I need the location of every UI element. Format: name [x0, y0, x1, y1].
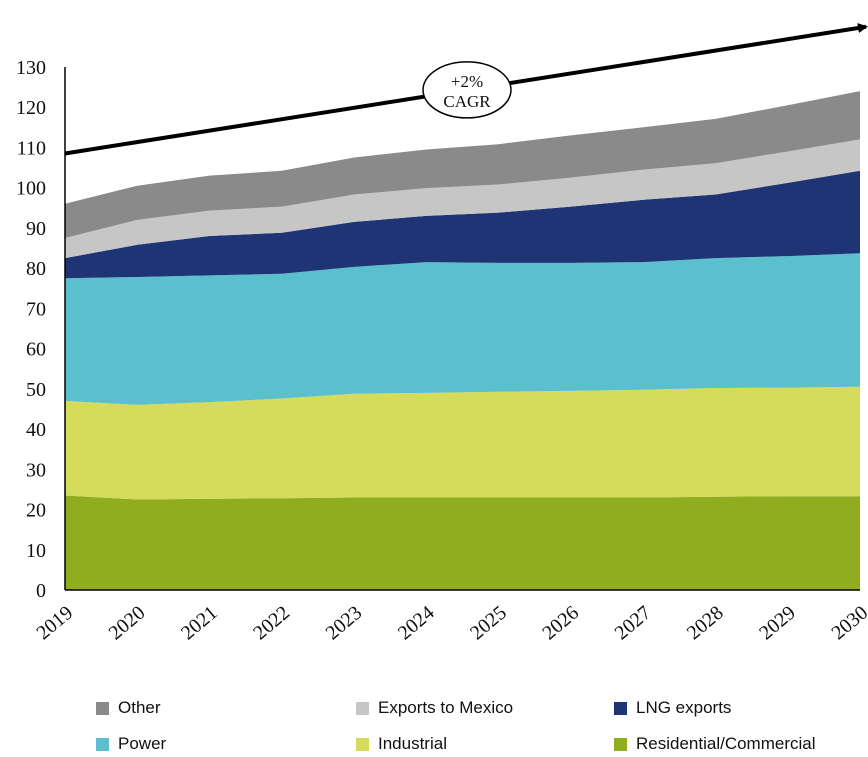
y-tick-label: 10	[26, 540, 46, 562]
legend-label-exports-to-mexico: Exports to Mexico	[378, 698, 514, 717]
area-residential-commercial	[65, 495, 860, 590]
y-tick-label: 60	[26, 339, 46, 361]
area-lng-exports	[65, 170, 860, 279]
legend-label-power: Power	[118, 734, 167, 753]
y-tick-label: 90	[26, 218, 46, 240]
x-tick-label: 2022	[249, 602, 294, 645]
y-tick-label: 80	[26, 258, 46, 280]
y-tick-label: 50	[26, 379, 46, 401]
y-tick-label: 70	[26, 298, 46, 320]
x-tick-label: 2026	[538, 602, 583, 645]
x-tick-label: 2029	[755, 602, 800, 645]
legend-swatch-industrial	[356, 737, 369, 751]
legend-label-other: Other	[118, 698, 161, 717]
legend-swatch-other	[96, 701, 109, 715]
legend-swatch-residential-commercial	[614, 737, 627, 751]
legend-label-residential-commercial: Residential/Commercial	[636, 734, 816, 753]
x-tick-label: 2020	[105, 602, 150, 645]
x-tick-label: 2023	[322, 602, 367, 645]
x-tick-label: 2030	[827, 602, 868, 645]
legend-swatch-lng-exports	[614, 701, 627, 715]
legend-swatch-power	[96, 737, 109, 751]
y-tick-label: 120	[16, 97, 46, 119]
legend-item-power: Power	[96, 734, 166, 754]
legend-label-lng-exports: LNG exports	[636, 698, 732, 717]
x-tick-label: 2019	[32, 602, 77, 645]
area-layer	[65, 91, 860, 590]
legend-item-industrial: Industrial	[356, 734, 447, 754]
annotation-layer: +2%CAGR	[64, 23, 868, 156]
y-tick-label: 100	[16, 178, 46, 200]
area-industrial	[65, 386, 860, 500]
y-tick-label: 130	[16, 57, 46, 79]
area-power	[65, 253, 860, 405]
x-tick-label: 2027	[611, 602, 656, 645]
legend: Other Exports to Mexico LNG exports Powe…	[0, 690, 868, 757]
y-tick-label: 30	[26, 459, 46, 481]
y-tick-label: 40	[26, 419, 46, 441]
cagr-bubble	[422, 61, 512, 119]
x-tick-label: 2025	[466, 602, 511, 645]
stacked-area-chart: 0 10 20 30 40 50 60 70 80 90 100 110 120 130 2019 2020 2…	[16, 23, 868, 645]
cagr-label-line2: CAGR	[443, 92, 491, 111]
area-exports-to-mexico	[65, 139, 860, 259]
cagr-label-line1: +2%	[451, 72, 483, 91]
legend-item-other: Other	[96, 698, 161, 718]
legend-item-residential-commercial: Residential/Commercial	[614, 734, 816, 754]
x-tick-label: 2024	[394, 602, 439, 645]
x-tick-label: 2028	[683, 602, 728, 645]
legend-swatch-exports-to-mexico	[356, 701, 369, 715]
y-tick-label: 20	[26, 500, 46, 522]
legend-item-lng-exports: LNG exports	[614, 698, 731, 718]
y-tick-label: 110	[17, 137, 46, 159]
legend-label-industrial: Industrial	[378, 734, 447, 753]
legend-item-exports-to-mexico: Exports to Mexico	[356, 698, 513, 718]
y-tick-label: 0	[36, 580, 46, 602]
area-other	[65, 91, 860, 238]
x-tick-label: 2021	[177, 602, 222, 645]
